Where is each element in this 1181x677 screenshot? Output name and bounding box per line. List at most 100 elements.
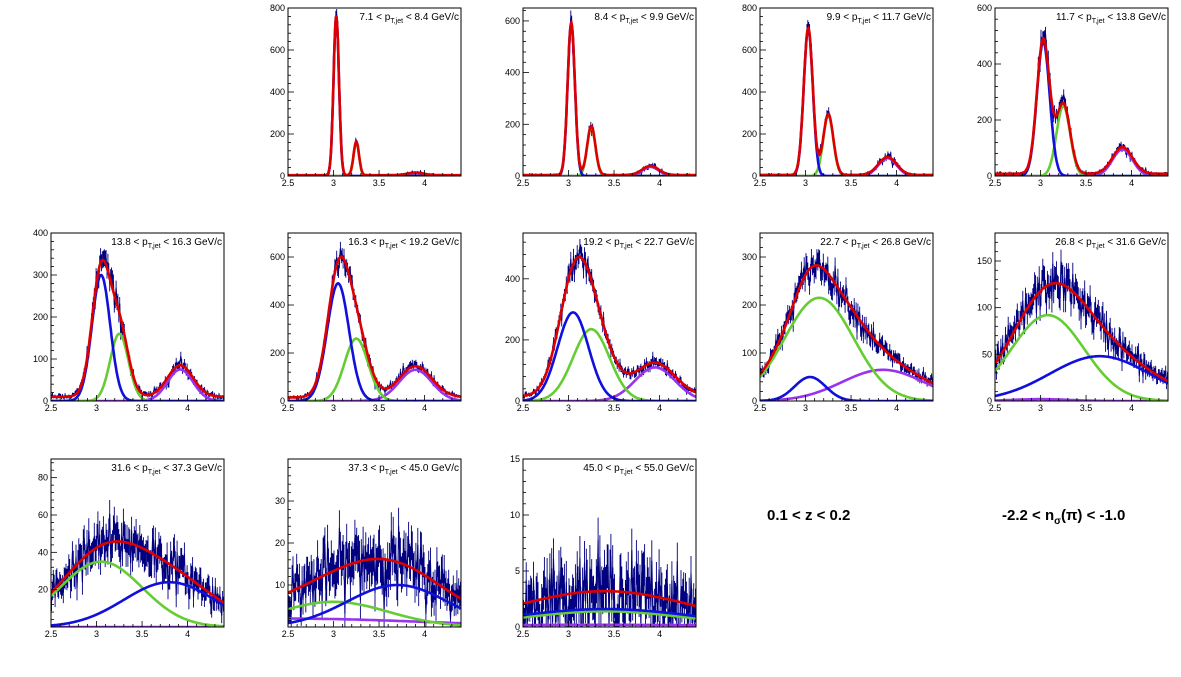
pion-curve xyxy=(760,26,933,176)
y-tick-label: 200 xyxy=(33,312,48,322)
data-error-bars xyxy=(523,10,696,176)
panel-title: 16.3 < pT,jet < 19.2 GeV/c xyxy=(348,237,459,250)
x-tick-label: 4 xyxy=(422,629,427,639)
x-tick-label: 4 xyxy=(894,403,899,413)
y-tick-label: 400 xyxy=(505,68,520,78)
plot-frame xyxy=(759,7,934,177)
y-tick-label: 300 xyxy=(742,252,757,262)
plot-frame xyxy=(287,232,462,402)
pion-curve xyxy=(995,40,1168,176)
x-tick-label: 2.5 xyxy=(282,403,295,413)
data-points xyxy=(523,17,696,176)
data-points xyxy=(51,256,224,400)
panel-title: 8.4 < pT,jet < 9.9 GeV/c xyxy=(594,12,694,25)
data-error-bars xyxy=(51,248,224,401)
data-points xyxy=(288,13,461,176)
x-tick-label: 3.5 xyxy=(608,178,621,188)
y-tick-label: 300 xyxy=(33,270,48,280)
data-error-bars xyxy=(760,20,933,176)
x-tick-label: 4 xyxy=(185,403,190,413)
y-tick-label: 100 xyxy=(33,354,48,364)
data-points xyxy=(760,24,933,176)
panel-title: 19.2 < pT,jet < 22.7 GeV/c xyxy=(583,237,694,250)
panel-title: 7.1 < pT,jet < 8.4 GeV/c xyxy=(359,12,459,25)
total-fit-curve xyxy=(995,36,1168,176)
total-fit-curve xyxy=(523,589,696,608)
panel-title: 37.3 < pT,jet < 45.0 GeV/c xyxy=(348,463,459,476)
histogram-panel-5: 2.5 3 3.5 4 0 100 200 300 400 13.8 < pT,jet < 16.… xyxy=(33,228,225,413)
x-tick-label: 3 xyxy=(331,629,336,639)
data-points xyxy=(995,33,1168,176)
x-tick-label: 2.5 xyxy=(517,178,530,188)
histogram-panel-1: 2.5 3 3.5 4 0 200 400 600 800 7.1 < pT,jet < 8.4 … xyxy=(270,3,462,188)
x-tick-label: 2.5 xyxy=(282,629,295,639)
x-tick-label: 3 xyxy=(331,178,336,188)
plot-frame xyxy=(50,458,225,628)
pion-curve xyxy=(51,273,224,401)
x-tick-label: 4 xyxy=(422,178,427,188)
x-tick-label: 2.5 xyxy=(989,403,1002,413)
y-tick-label: 10 xyxy=(510,510,520,520)
total-fit-curve xyxy=(51,540,224,604)
histogram-panel-7: 2.5 3 3.5 4 0 200 400 19.2 < pT,jet < 22.7 GeV/… xyxy=(505,232,697,413)
plot-frame xyxy=(994,7,1169,177)
y-tick-label: 0 xyxy=(43,396,48,406)
panel-title: 11.7 < pT,jet < 13.8 GeV/c xyxy=(1056,12,1166,25)
x-tick-label: 3 xyxy=(1038,178,1043,188)
y-tick-label: 20 xyxy=(38,585,48,595)
x-tick-label: 3.5 xyxy=(136,629,149,639)
nsigma-range-label: -2.2 < nσ(π) < -1.0 xyxy=(1002,507,1126,527)
y-tick-label: 0 xyxy=(987,396,992,406)
proton-curve xyxy=(523,623,696,627)
y-tick-label: 0 xyxy=(752,396,757,406)
y-tick-label: 200 xyxy=(505,119,520,129)
y-tick-label: 150 xyxy=(977,256,992,266)
proton-curve xyxy=(995,397,1168,401)
y-tick-label: 400 xyxy=(505,274,520,284)
x-tick-label: 4 xyxy=(1129,403,1134,413)
x-tick-label: 3 xyxy=(566,629,571,639)
y-tick-label: 10 xyxy=(275,580,285,590)
histogram-panel-2: 2.5 3 3.5 4 0 200 400 600 8.4 < pT,jet < 9.9 GeV… xyxy=(505,7,697,188)
y-tick-label: 400 xyxy=(742,87,757,97)
x-tick-label: 4 xyxy=(657,403,662,413)
total-fit-curve xyxy=(523,19,696,176)
y-tick-label: 200 xyxy=(742,300,757,310)
kaon-curve xyxy=(995,104,1168,176)
x-tick-label: 2.5 xyxy=(45,403,58,413)
y-tick-label: 800 xyxy=(742,3,757,13)
data-error-bars xyxy=(51,500,224,624)
pion-curve xyxy=(523,607,696,618)
proton-curve xyxy=(995,148,1168,176)
y-tick-label: 15 xyxy=(510,454,520,464)
y-tick-label: 200 xyxy=(977,115,992,125)
x-tick-label: 3.5 xyxy=(1080,403,1093,413)
x-tick-label: 3 xyxy=(94,403,99,413)
plot-frame xyxy=(522,7,697,177)
kaon-curve xyxy=(288,140,461,176)
y-tick-label: 400 xyxy=(270,87,285,97)
data-error-bars xyxy=(995,26,1168,176)
x-tick-label: 3 xyxy=(94,629,99,639)
x-tick-label: 2.5 xyxy=(517,403,530,413)
x-tick-label: 3.5 xyxy=(608,403,621,413)
x-tick-label: 3.5 xyxy=(373,403,386,413)
y-tick-label: 0 xyxy=(987,171,992,181)
pion-curve xyxy=(51,580,224,627)
kaon-curve xyxy=(523,327,696,401)
x-tick-label: 3 xyxy=(1038,403,1043,413)
pion-curve xyxy=(288,583,461,625)
x-tick-label: 2.5 xyxy=(754,403,767,413)
panel-title: 13.8 < pT,jet < 16.3 GeV/c xyxy=(111,237,222,250)
kaon-curve xyxy=(288,600,461,627)
y-tick-label: 600 xyxy=(742,45,757,55)
y-tick-label: 20 xyxy=(275,538,285,548)
y-tick-label: 600 xyxy=(270,252,285,262)
y-tick-label: 0 xyxy=(515,171,520,181)
y-tick-label: 600 xyxy=(270,45,285,55)
x-tick-label: 4 xyxy=(894,178,899,188)
data-points xyxy=(51,513,224,616)
y-tick-label: 600 xyxy=(505,16,520,26)
z-range-label: 0.1 < z < 0.2 xyxy=(767,507,851,524)
